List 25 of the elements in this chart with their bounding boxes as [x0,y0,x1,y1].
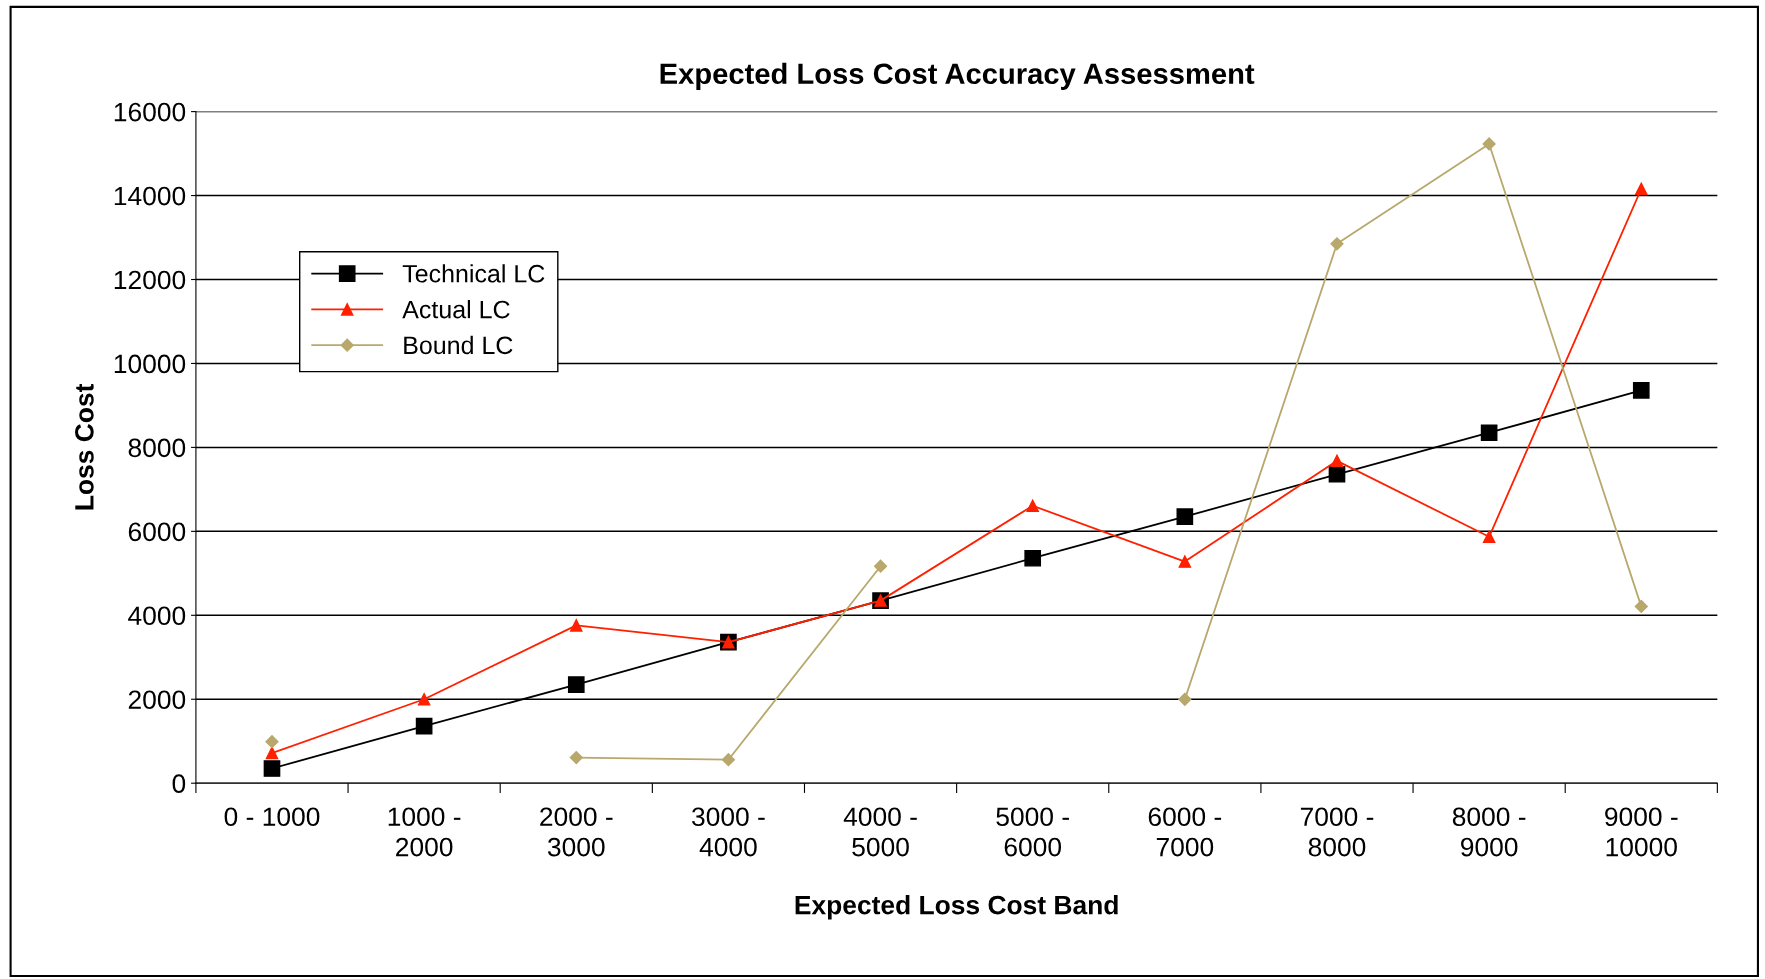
x-axis-title: Expected Loss Cost Band [795,895,1118,920]
x-tick-label: 7000 - 8000 [1300,807,1374,857]
y-tick-label: 0 [172,774,186,794]
y-tick-label: 12000 [114,270,186,290]
x-tick-label: 9000 - 10000 [1605,807,1678,857]
y-axis-title: Loss Cost [75,383,94,510]
legend-label: Technical LC [402,264,545,283]
y-tick-label: 14000 [114,186,186,206]
legend-label: Actual LC [402,300,510,319]
y-tick-label: 8000 [128,438,186,458]
y-tick-label: 6000 [128,522,186,542]
x-tick-label: 4000 - 5000 [843,807,917,857]
y-tick-label: 16000 [114,102,186,122]
x-tick-label: 3000 - 4000 [692,807,765,857]
legend-label: Bound LC [404,335,513,355]
y-tick-label: 2000 [128,690,186,710]
y-tick-label: 4000 [128,606,186,626]
x-tick-label: 0 - 1000 [224,807,320,827]
x-tick-label: 5000 - 6000 [996,807,1069,857]
y-tick-label: 10000 [114,354,186,374]
x-tick-label: 8000 - 9000 [1452,807,1526,857]
x-tick-label: 1000 - 2000 [388,807,461,857]
x-tick-label: 2000 - 3000 [540,807,613,857]
x-tick-label: 6000 - 7000 [1148,807,1222,857]
chart-title: Expected Loss Cost Accuracy Assessment [660,62,1255,90]
